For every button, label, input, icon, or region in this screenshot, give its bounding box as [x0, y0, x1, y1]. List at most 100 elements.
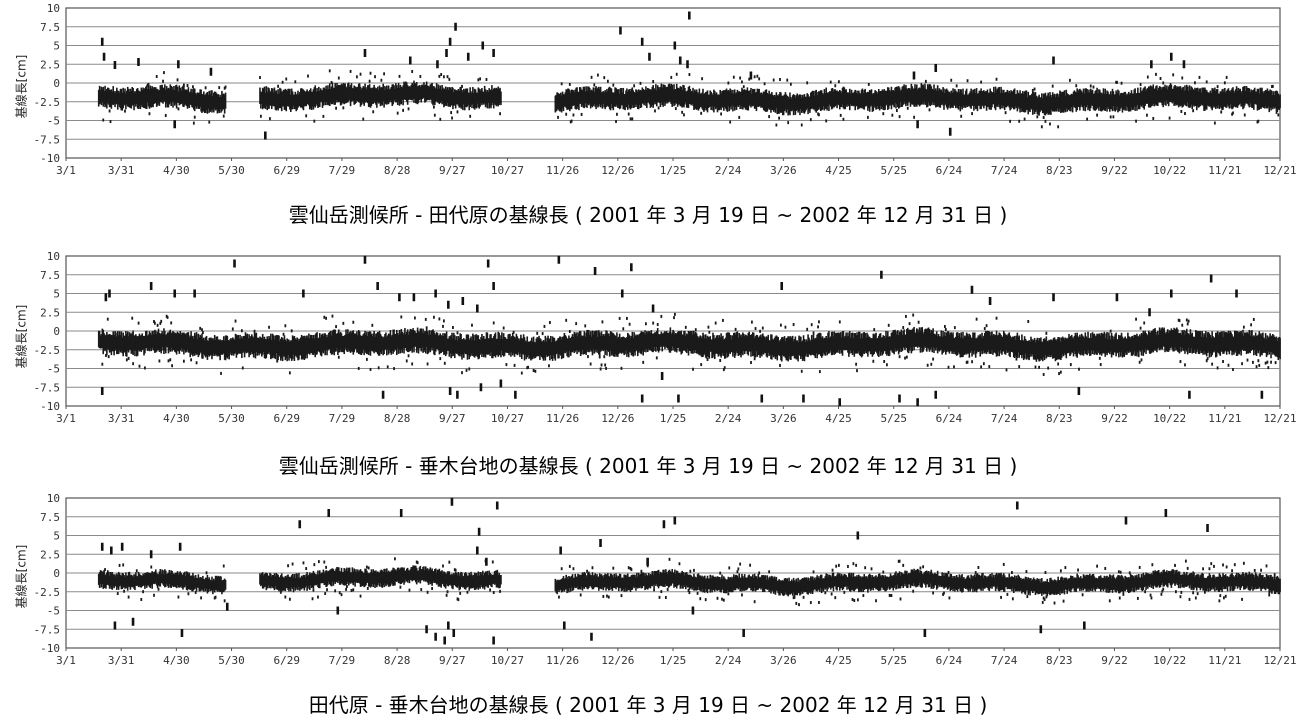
data-bar [1042, 581, 1045, 595]
data-point [1044, 119, 1047, 123]
data-bar [119, 335, 122, 353]
data-bar [174, 574, 176, 587]
data-bar [426, 331, 429, 355]
data-bar [644, 330, 646, 350]
data-bar [664, 84, 666, 106]
data-point [322, 114, 325, 118]
data-bar [1213, 337, 1215, 353]
data-bar [1252, 574, 1254, 591]
data-bar [1279, 337, 1281, 360]
data-point [222, 114, 225, 118]
data-bar [1260, 335, 1262, 355]
data-point [980, 80, 983, 84]
data-bar [1173, 574, 1175, 584]
data-bar [301, 88, 304, 109]
data-bar [290, 575, 293, 588]
data-bar [100, 334, 103, 349]
data-bar [280, 88, 282, 109]
data-bar [1169, 331, 1172, 349]
data-bar [851, 92, 854, 106]
data-bar [993, 92, 996, 109]
data-bar [877, 576, 879, 591]
outlier-point [912, 71, 916, 80]
data-bar [322, 335, 325, 354]
data-bar [923, 572, 925, 584]
data-bar [924, 83, 926, 105]
data-bar [843, 87, 846, 110]
data-point [1122, 592, 1125, 596]
data-bar [1062, 91, 1065, 113]
data-bar [493, 334, 496, 356]
data-bar [1080, 91, 1083, 105]
data-bar [1225, 576, 1228, 587]
data-bar [405, 331, 408, 351]
data-bar [408, 570, 411, 584]
data-bar [880, 337, 883, 353]
outlier-point [660, 372, 664, 380]
data-bar [1194, 87, 1196, 106]
y-tick-label: -2.5 [34, 344, 61, 357]
data-bar [1001, 574, 1003, 590]
data-bar [472, 87, 474, 105]
data-bar [1061, 336, 1064, 355]
data-point [350, 588, 353, 592]
outlier-point [673, 41, 677, 50]
data-bar [1065, 89, 1068, 109]
data-point [367, 566, 370, 570]
data-bar [471, 574, 473, 589]
data-bar [821, 93, 824, 110]
data-bar [110, 334, 113, 356]
data-bar [407, 86, 410, 101]
data-bar [1048, 582, 1050, 595]
data-bar [352, 571, 355, 586]
data-point [721, 597, 723, 601]
data-bar [904, 334, 906, 350]
data-bar [204, 577, 207, 592]
data-bar [1077, 336, 1079, 354]
data-bar [290, 88, 293, 110]
data-bar [355, 569, 357, 582]
data-point [259, 76, 261, 80]
data-point [142, 590, 145, 594]
data-point [838, 320, 841, 324]
data-bar [632, 337, 635, 357]
data-bar [1268, 336, 1271, 355]
data-bar [678, 572, 681, 585]
data-bar [230, 338, 232, 355]
data-bar [819, 333, 822, 356]
data-bar [896, 86, 899, 108]
data-bar [460, 571, 462, 587]
data-bar [845, 89, 847, 106]
data-bar [868, 89, 871, 112]
data-bar [838, 574, 840, 588]
data-bar [825, 336, 828, 352]
data-point [568, 329, 571, 333]
data-point [753, 600, 756, 604]
data-bar [99, 335, 102, 349]
data-bar [720, 333, 722, 358]
data-bar [686, 334, 689, 349]
data-bar [437, 569, 440, 587]
data-bar [146, 336, 149, 351]
data-bar [874, 576, 876, 588]
data-bar [285, 577, 288, 589]
data-bar [309, 338, 311, 355]
data-bar [743, 574, 746, 591]
data-bar [1183, 571, 1185, 588]
data-bar [773, 576, 776, 592]
data-point [604, 363, 607, 367]
data-bar [1181, 87, 1184, 108]
data-bar [233, 340, 236, 354]
data-bar [623, 574, 625, 592]
data-bar [157, 574, 160, 586]
data-bar [1170, 328, 1173, 347]
data-bar [661, 333, 664, 352]
data-bar [916, 89, 919, 105]
data-bar [1199, 575, 1202, 591]
data-bar [476, 575, 479, 588]
data-bar [143, 89, 145, 109]
data-bar [185, 333, 188, 352]
data-bar [835, 576, 837, 590]
data-bar [981, 573, 983, 588]
data-bar [446, 87, 449, 103]
